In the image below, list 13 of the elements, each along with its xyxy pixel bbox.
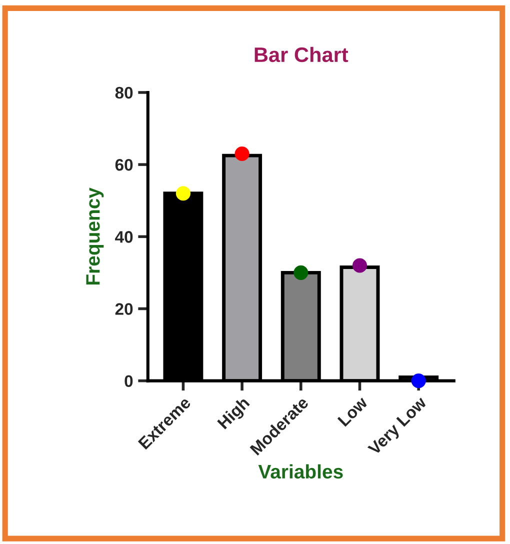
point <box>176 186 190 201</box>
y-tick-label: 0 <box>124 375 133 388</box>
y-tick-label: 60 <box>115 158 133 171</box>
point <box>294 265 308 280</box>
y-tick-label: 40 <box>115 231 133 243</box>
point <box>411 374 426 388</box>
point <box>234 146 250 162</box>
y-axis-title: Frequency <box>86 188 104 284</box>
chart-title: Bar Chart <box>254 46 348 62</box>
y-tick-label: 80 <box>115 86 133 99</box>
y-tick-label: 20 <box>115 303 133 315</box>
point <box>352 258 368 273</box>
x-axis-title: Variables <box>258 464 343 479</box>
